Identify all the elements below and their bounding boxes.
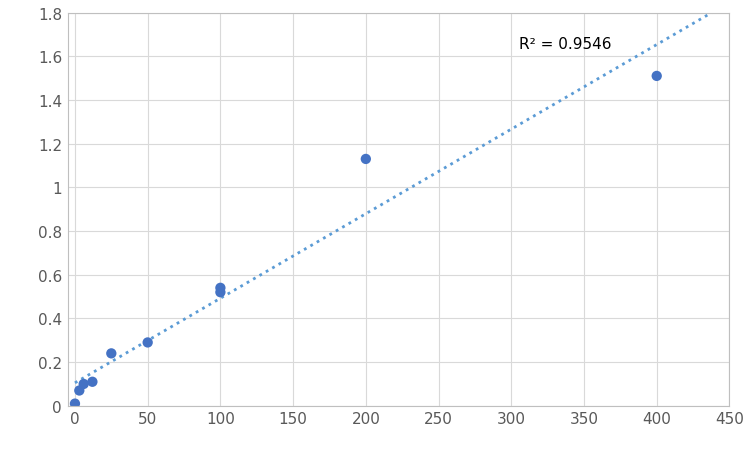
Point [77, 381, 89, 388]
Point [73, 387, 85, 394]
Point [214, 289, 226, 296]
Point [105, 350, 117, 357]
Point [359, 156, 371, 163]
Point [69, 400, 81, 407]
Point [214, 285, 226, 292]
Point [650, 73, 663, 80]
Point [141, 339, 153, 346]
Text: R² = 0.9546: R² = 0.9546 [519, 37, 611, 51]
Point [86, 378, 99, 386]
